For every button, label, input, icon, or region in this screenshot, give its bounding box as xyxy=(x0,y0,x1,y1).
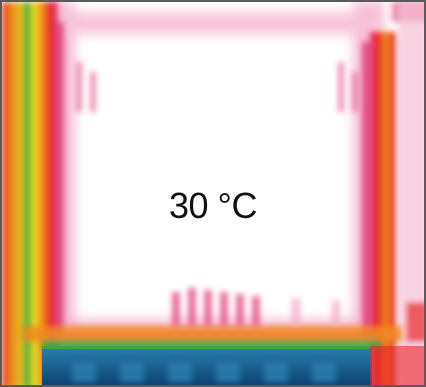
cold-radiator-band xyxy=(42,346,424,385)
temperature-readout: 30 °C xyxy=(169,185,257,226)
pink-streaks-upper xyxy=(76,62,358,112)
left-pillar xyxy=(2,2,58,385)
pink-streaks-bottom xyxy=(172,288,340,326)
lower-sill xyxy=(22,326,402,350)
